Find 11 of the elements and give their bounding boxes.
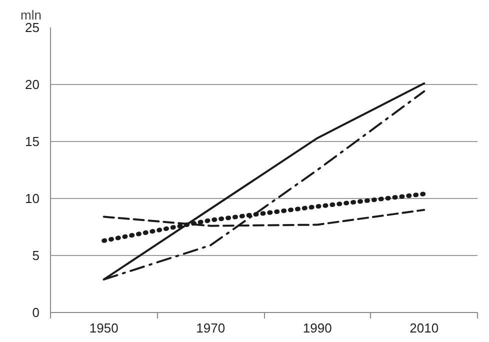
- x-tick-label: 2010: [410, 320, 439, 336]
- y-tick-label: 10: [25, 191, 40, 206]
- x-tick-label: 1990: [302, 320, 332, 336]
- y-tick-label: 25: [25, 20, 40, 35]
- y-tick-label: 5: [32, 248, 40, 263]
- y-tick-label: 20: [25, 77, 40, 92]
- y-tick-label: 0: [32, 305, 40, 320]
- x-tick-label: 1950: [89, 320, 118, 336]
- y-tick-label: 15: [25, 134, 40, 149]
- x-tick-label: 1970: [196, 320, 226, 336]
- y-axis-title: mln: [20, 8, 42, 22]
